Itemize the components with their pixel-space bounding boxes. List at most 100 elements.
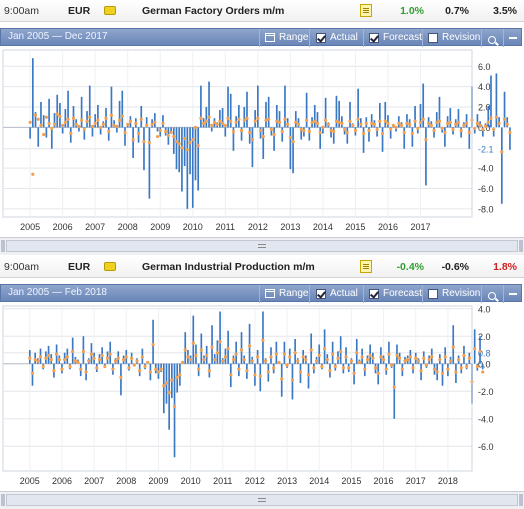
forecast-point (245, 116, 249, 120)
toolbar-divider (481, 285, 482, 303)
forecast-toggle[interactable]: Forecast (369, 286, 422, 301)
bar (492, 127, 495, 137)
calendar-icon (265, 289, 275, 298)
revision-checkbox[interactable] (428, 288, 438, 299)
forecast-point (140, 355, 144, 359)
event-row[interactable]: 9:00am EUR German Factory Orders m/m 1.0… (0, 0, 524, 22)
forecast-point (429, 123, 433, 127)
forecast-point (71, 349, 75, 353)
scroll-right-handle[interactable] (519, 240, 523, 252)
forecast-point (150, 122, 154, 126)
zoom-button[interactable] (488, 288, 496, 303)
forecast-point (437, 119, 442, 123)
forecast-point (360, 355, 364, 359)
toolbar-divider (422, 29, 423, 47)
forecast-point (104, 116, 108, 120)
bar (254, 110, 256, 128)
bar (184, 332, 187, 364)
bar (37, 127, 40, 147)
chart-scrollbar[interactable] (0, 237, 524, 255)
forecast-point (105, 356, 110, 360)
bar (425, 127, 427, 186)
forecast-point (31, 172, 35, 176)
forecast-checkbox[interactable] (369, 32, 379, 43)
forecast-point (38, 355, 43, 359)
toolbar-divider (309, 29, 310, 47)
forecast-point (81, 349, 85, 353)
forecast-point (199, 348, 203, 352)
bar (181, 127, 183, 192)
x-tick-label: 2017 (406, 476, 426, 486)
range-button[interactable]: Range (265, 286, 308, 301)
revision-toggle[interactable]: Revision (428, 286, 480, 301)
zoom-button[interactable] (488, 32, 496, 47)
bar (509, 127, 511, 150)
actual-checkbox[interactable] (316, 32, 326, 43)
forecast-point (250, 138, 255, 142)
scroll-grip-icon[interactable] (258, 498, 266, 502)
forecast-point (454, 122, 458, 126)
collapse-button[interactable] (509, 292, 517, 296)
actual-toggle[interactable]: Actual (316, 30, 358, 45)
forecast-point (172, 134, 176, 139)
forecast-point (329, 128, 333, 133)
forecast-point (49, 358, 53, 362)
forecast-point (116, 356, 120, 360)
forecast-checkbox[interactable] (369, 288, 379, 299)
scroll-grip-icon[interactable] (258, 244, 266, 248)
forecast-point (317, 353, 321, 358)
actual-checkbox[interactable] (316, 288, 326, 299)
range-button[interactable]: Range (265, 30, 308, 45)
forecast-point (283, 117, 287, 121)
bar (97, 104, 99, 128)
bar (240, 332, 243, 364)
forecast-point (205, 353, 209, 358)
chart-toolbar: Jan 2005 — Feb 2018 Range Actual Forecas… (0, 284, 522, 303)
forecast-point (394, 125, 398, 129)
chart-scrollbar[interactable] (0, 491, 524, 509)
forecast-point (69, 131, 73, 136)
y-tick-label: -6.0 (478, 184, 494, 194)
forecast-point (155, 134, 160, 139)
detail-document-icon[interactable] (360, 4, 372, 17)
scroll-track[interactable] (6, 240, 518, 252)
forecast-point (47, 121, 51, 125)
bar (240, 127, 243, 141)
forecast-point (334, 119, 339, 123)
revision-checkbox[interactable] (428, 32, 438, 43)
forecast-point (63, 120, 67, 124)
bar (145, 117, 148, 128)
forecast-point (459, 366, 463, 370)
forecast-point (199, 116, 203, 120)
bar (156, 127, 159, 132)
revision-toggle[interactable]: Revision (428, 30, 480, 45)
detail-document-icon[interactable] (360, 260, 372, 273)
bar (313, 104, 316, 128)
forecast-point (475, 364, 479, 369)
forecast-point (486, 120, 490, 124)
x-tick-label: 2014 (309, 476, 329, 486)
search-icon (488, 291, 496, 300)
event-row[interactable]: 9:00am EUR German Industrial Production … (0, 256, 524, 278)
scroll-left-handle[interactable] (1, 494, 5, 506)
forecast-point (328, 369, 332, 373)
scroll-left-handle[interactable] (1, 240, 5, 252)
scroll-track[interactable] (6, 494, 518, 506)
bar (153, 113, 156, 128)
bar (168, 363, 170, 430)
x-tick-label: 2010 (181, 476, 201, 486)
forecast-point (502, 117, 507, 121)
actual-toggle[interactable]: Actual (316, 286, 358, 301)
forecast-point (378, 119, 382, 123)
forecast-point (215, 122, 219, 126)
forecast-point (481, 127, 485, 132)
scroll-right-handle[interactable] (519, 494, 523, 506)
forecast-point (272, 366, 276, 370)
bar (452, 325, 455, 364)
collapse-button[interactable] (509, 36, 517, 40)
forecast-toggle[interactable]: Forecast (369, 30, 422, 45)
x-tick-label: 2018 (438, 476, 458, 486)
forecast-point (505, 122, 509, 126)
forecast-point (113, 359, 118, 363)
bar (265, 101, 267, 128)
